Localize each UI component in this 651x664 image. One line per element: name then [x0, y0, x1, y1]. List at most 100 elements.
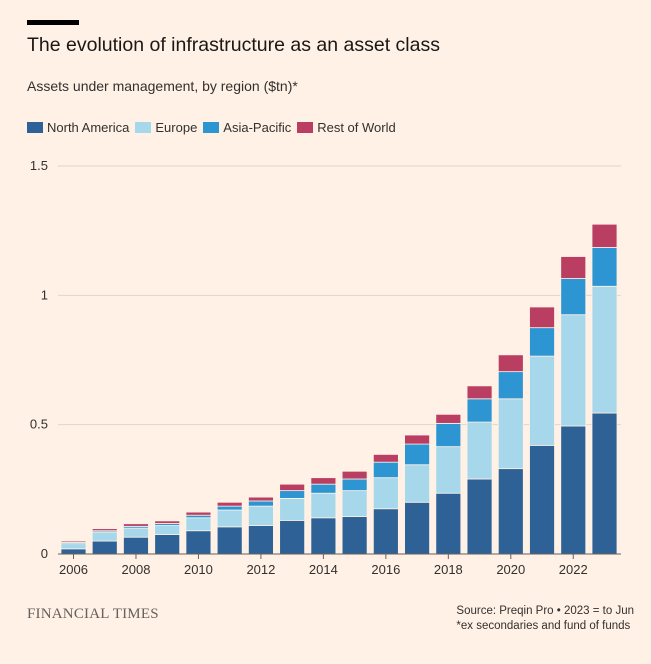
- bar-segment: [435, 413, 462, 424]
- legend-label-asia-pacific: Asia-Pacific: [223, 120, 292, 135]
- x-tick-label: 2018: [434, 562, 463, 577]
- bar-segment: [216, 501, 243, 507]
- y-tick-label: 1: [41, 287, 48, 302]
- bar-segment: [248, 500, 274, 507]
- bar-segment: [529, 355, 555, 446]
- chart-title: The evolution of infrastructure as an as…: [27, 34, 440, 56]
- bar-segment: [404, 443, 430, 466]
- bar-segment: [435, 492, 462, 555]
- legend-item-europe: Europe: [135, 120, 197, 135]
- ft-brand-logo: FINANCIAL TIMES: [27, 606, 159, 622]
- bar-segment: [185, 511, 212, 516]
- bar-segment: [279, 490, 306, 499]
- legend-item-north-america: North America: [27, 120, 129, 135]
- bar-segment: [591, 285, 618, 414]
- legend-swatch-asia-pacific: [203, 122, 220, 133]
- legend-label-north-america: North America: [47, 120, 130, 135]
- bar-segment: [60, 543, 87, 550]
- bar-segment: [91, 528, 118, 532]
- bar-segment: [435, 422, 462, 448]
- x-tick-label: 2008: [122, 562, 151, 577]
- bar-segment: [185, 517, 212, 532]
- y-tick-label: 0.5: [30, 417, 48, 432]
- bar-segment: [591, 223, 618, 248]
- bar-segment: [248, 496, 274, 502]
- bar-segment: [279, 483, 306, 492]
- bar-segment: [372, 508, 399, 555]
- bar-segment: [248, 525, 274, 555]
- bar-segment: [466, 385, 493, 400]
- footnote-line: *ex secondaries and fund of funds: [456, 620, 631, 632]
- bar-segment: [404, 434, 430, 445]
- bar-segment: [123, 523, 149, 527]
- bar-segment: [529, 444, 555, 555]
- x-tick-label: 2020: [496, 562, 525, 577]
- bar-segment: [310, 477, 337, 485]
- legend-label-rest-of-world: Rest of World: [317, 120, 396, 135]
- x-tick-label: 2006: [59, 562, 88, 577]
- x-tick-label: 2010: [184, 562, 213, 577]
- x-tick-label: 2016: [371, 562, 400, 577]
- bar-segment: [372, 461, 399, 479]
- bar-segment: [466, 421, 493, 480]
- bar-segment: [560, 278, 587, 316]
- bar-segment: [560, 314, 587, 427]
- bar-segment: [154, 525, 181, 535]
- bar-segment: [497, 398, 524, 470]
- chart-subtitle: Assets under management, by region ($tn)…: [27, 78, 298, 94]
- x-tick-label: 2012: [246, 562, 275, 577]
- ft-top-bar: [27, 20, 79, 25]
- bar-segment: [372, 454, 399, 463]
- bar-segment: [372, 477, 399, 510]
- bar-segment: [560, 425, 587, 555]
- bar-segment: [497, 371, 524, 400]
- bar-segment: [341, 478, 368, 492]
- bar-segment: [91, 531, 118, 542]
- bar-segment: [466, 398, 493, 423]
- source-note: Source: Preqin Pro • 2023 = to Jun *ex s…: [456, 604, 634, 634]
- bar-segment: [341, 470, 368, 480]
- legend-item-asia-pacific: Asia-Pacific: [203, 120, 291, 135]
- bar-segment: [591, 247, 618, 287]
- legend: North America Europe Asia-Pacific Rest o…: [27, 120, 402, 135]
- bar-segment: [123, 536, 149, 555]
- stacked-bar-chart: 0 0.5 1 1.5 2006 2008 2010 2012 2014 2016 2018 2020…: [30, 158, 621, 577]
- bar-segment: [497, 354, 524, 373]
- bar-segment: [154, 534, 181, 555]
- bar-segment: [154, 520, 181, 524]
- bar-segment: [529, 327, 555, 357]
- source-line: Source: Preqin Pro • 2023 = to Jun: [456, 605, 634, 617]
- bar-segment: [435, 446, 462, 494]
- bar-segment: [248, 505, 274, 526]
- bar-segment: [591, 412, 618, 555]
- bar-segment: [529, 306, 555, 329]
- bar-segment: [310, 483, 337, 494]
- bar-segment: [404, 464, 430, 503]
- bar-segment: [310, 517, 337, 555]
- legend-label-europe: Europe: [155, 120, 198, 135]
- bar-segment: [341, 490, 368, 517]
- x-tick-label: 2014: [309, 562, 338, 577]
- y-tick-label: 1.5: [30, 158, 48, 173]
- bar-segment: [466, 478, 493, 555]
- bar-segment: [560, 256, 587, 279]
- bar-segment: [404, 501, 430, 555]
- legend-swatch-north-america: [27, 122, 43, 133]
- legend-swatch-rest-of-world: [297, 122, 314, 133]
- bar-segment: [60, 540, 87, 543]
- bar-segment: [279, 519, 306, 555]
- bar-segment: [185, 530, 212, 555]
- bar-segment: [216, 509, 243, 528]
- legend-swatch-europe: [135, 122, 152, 133]
- bar-segment: [60, 548, 87, 555]
- bar-segment: [91, 540, 118, 555]
- y-tick-label: 0: [41, 546, 48, 561]
- bar-segment: [123, 527, 149, 538]
- legend-item-rest-of-world: Rest of World: [297, 120, 396, 135]
- bar-segment: [310, 492, 337, 519]
- bar-segment: [341, 516, 368, 555]
- bar-segment: [216, 526, 243, 555]
- x-tick-label: 2022: [559, 562, 588, 577]
- bar-segment: [279, 497, 306, 521]
- bar-segment: [497, 468, 524, 555]
